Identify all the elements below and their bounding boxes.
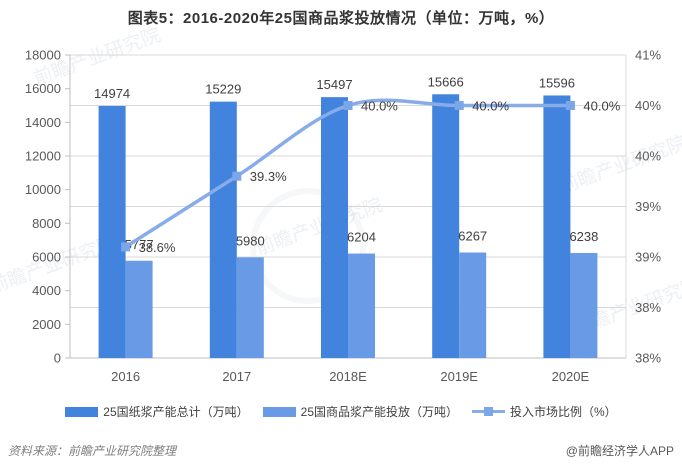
ratio-line-marker [121,242,131,252]
bar-invest-value-label: 5980 [236,233,265,248]
bar-total-value-label: 15229 [205,82,241,97]
category-label: 2020E [552,369,590,384]
bar-total-value-label: 15497 [316,77,352,92]
category-label: 2018E [329,369,367,384]
category-label: 2019E [440,369,478,384]
right-axis-tick-label: 39% [635,199,661,214]
bar-invest-value-label: 6267 [458,229,487,244]
chart-title: 图表5：2016-2020年25国商品浆投放情况（单位：万吨，%） [127,10,555,27]
right-axis-tick-label: 40% [635,98,661,113]
legend-item-invest: 25国商品浆产能投放（万吨） [262,403,459,420]
legend-item-ratio: 投入市场比例（%） [472,403,617,420]
bar-invest [570,252,598,358]
left-axis-tick-label: 12000 [25,149,61,164]
right-axis-tick-label: 38% [635,351,661,366]
ratio-line-marker [232,171,242,181]
source-note: 资料来源：前瞻产业研究院整理 [8,444,177,458]
category-label: 2017 [222,369,251,384]
left-axis-tick-label: 16000 [25,81,61,96]
ratio-value-label: 39.3% [250,169,287,184]
right-axis-tick-label: 38% [635,300,661,315]
left-axis-tick-label: 4000 [32,283,61,298]
ratio-line-marker [343,101,353,110]
bar-invest-value-label: 6204 [347,230,376,245]
left-axis-tick-label: 14000 [25,115,61,130]
category-label: 2016 [111,369,140,384]
ratio-value-label: 38.6% [139,240,176,255]
ratio-line-marker [565,101,575,110]
bar-total-value-label: 14974 [94,86,130,101]
bar-total [98,105,126,358]
bar-total [432,94,460,358]
legend-item-total: 25国纸浆产能总计（万吨） [65,403,249,420]
legend-swatch-invest-bar [262,406,296,417]
bar-total-value-label: 15666 [428,74,464,89]
left-axis-tick-label: 18000 [25,48,61,63]
ratio-line-marker [454,101,464,110]
bar-total [321,97,348,358]
bar-invest [236,257,264,358]
legend-label-invest: 25国商品浆产能投放（万吨） [300,405,459,419]
legend-swatch-total-bar [65,406,99,417]
bar-invest-value-label: 6238 [569,229,598,244]
bar-total [543,95,571,358]
left-axis-tick-label: 10000 [25,182,61,197]
bar-total [209,101,237,358]
bar-invest-value-label: 5777 [125,237,154,252]
bar-invest [125,260,153,358]
legend-swatch-ratio-line [472,407,506,416]
left-axis-tick-label: 2000 [32,317,61,332]
legend: 25国纸浆产能总计（万吨） 25国商品浆产能投放（万吨） 投入市场比例（%） [0,403,682,420]
left-axis-tick-label: 0 [54,351,61,366]
chart-canvas: 38% 38% 39% 39% 40% 40% 41% 0 2000 4000 6000 8000 10… [25,48,662,385]
credit-note: @前瞻经济学人APP [565,444,674,458]
right-axis-tick-label: 39% [635,250,661,265]
right-axis-tick-label: 40% [635,149,661,164]
ratio-value-label: 40.0% [583,99,620,114]
left-axis-tick-label: 8000 [32,216,61,231]
ratio-value-label: 40.0% [361,99,398,114]
bar-invest [348,253,375,358]
ratio-value-label: 40.0% [472,99,509,114]
legend-label-total: 25国纸浆产能总计（万吨） [103,405,249,419]
bar-invest [459,252,487,358]
legend-label-ratio: 投入市场比例（%） [510,405,617,419]
right-axis-tick-label: 41% [635,48,661,63]
legend-line-marker-icon [484,407,494,416]
bar-total-value-label: 15596 [539,75,575,90]
left-axis-tick-label: 6000 [32,250,61,265]
